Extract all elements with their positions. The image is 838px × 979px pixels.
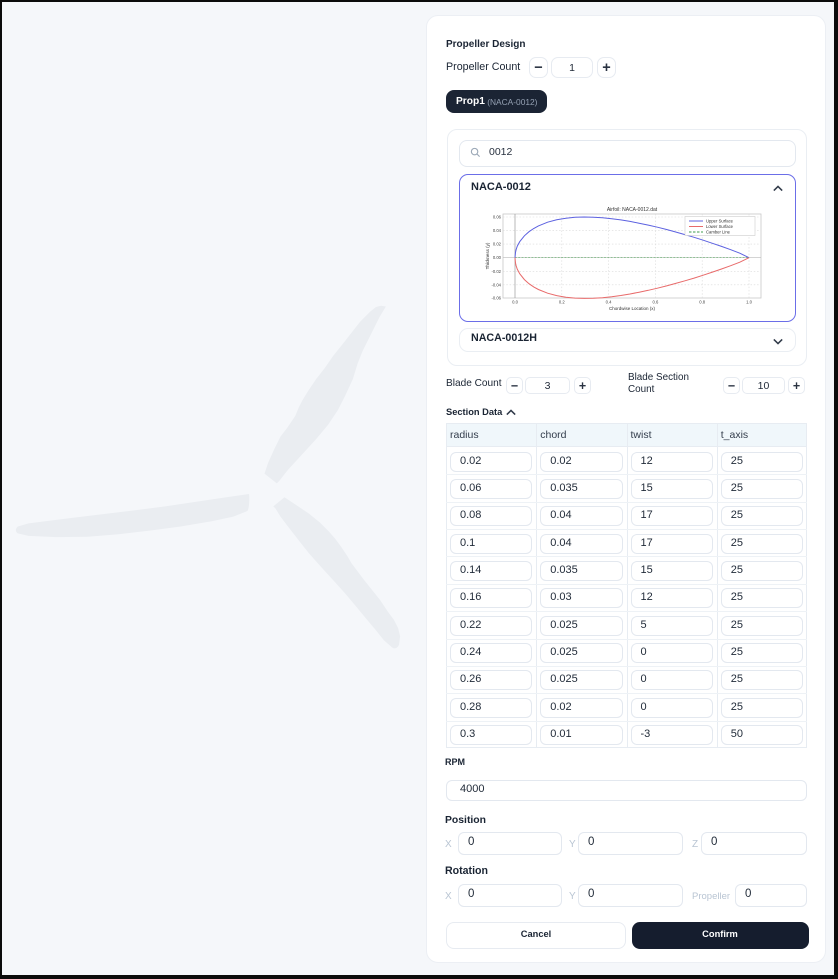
svg-text:Camber Line: Camber Line bbox=[706, 230, 731, 235]
svg-text:Thickness (y): Thickness (y) bbox=[485, 242, 490, 269]
svg-text:1.0: 1.0 bbox=[746, 300, 752, 305]
svg-text:-0.06: -0.06 bbox=[491, 296, 501, 301]
svg-text:Airfoil: NACA-0012.dat: Airfoil: NACA-0012.dat bbox=[607, 207, 658, 213]
svg-text:0.00: 0.00 bbox=[493, 255, 502, 260]
svg-text:0.02: 0.02 bbox=[493, 242, 502, 247]
svg-text:-0.04: -0.04 bbox=[491, 282, 501, 287]
svg-text:0.04: 0.04 bbox=[493, 228, 502, 233]
svg-text:Lower Surface: Lower Surface bbox=[706, 224, 734, 229]
svg-text:0.2: 0.2 bbox=[559, 300, 565, 305]
svg-text:0.0: 0.0 bbox=[512, 300, 518, 305]
svg-text:Upper Surface: Upper Surface bbox=[706, 219, 734, 224]
svg-text:Chordwise Location (x): Chordwise Location (x) bbox=[609, 306, 656, 311]
svg-text:0.6: 0.6 bbox=[652, 300, 658, 305]
svg-text:0.4: 0.4 bbox=[606, 300, 612, 305]
svg-text:-0.02: -0.02 bbox=[491, 269, 501, 274]
svg-text:0.8: 0.8 bbox=[699, 300, 705, 305]
svg-text:0.06: 0.06 bbox=[493, 215, 502, 220]
